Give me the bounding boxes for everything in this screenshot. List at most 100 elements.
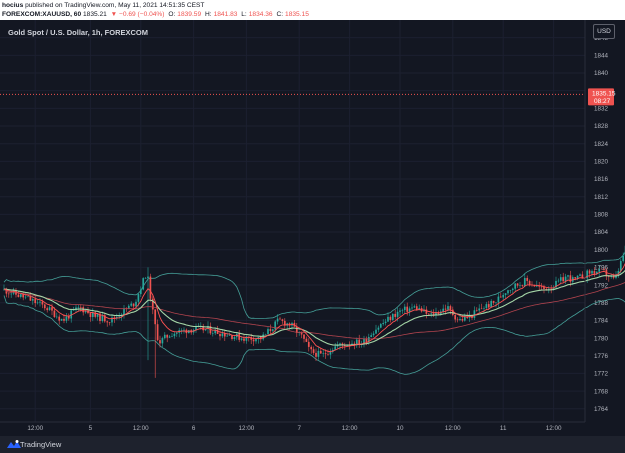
candle-body [111, 317, 113, 323]
candle-body [91, 312, 94, 318]
bollinger-lower [3, 295, 625, 375]
footer-brand[interactable]: TradingView [20, 440, 62, 449]
candle-body [202, 326, 205, 331]
candle-body [43, 304, 46, 309]
price-tick-label: 1804 [594, 229, 609, 236]
time-axis[interactable]: 12:00 5 12:00 6 12:00 7 12:00 10 12:00 11 12:00 [0, 421, 585, 432]
candle-body [63, 318, 65, 321]
candle-body [39, 301, 41, 303]
candle-body [106, 321, 109, 323]
candle-body [67, 316, 70, 319]
candle-body [579, 274, 581, 276]
candle-body [459, 319, 461, 321]
candle-body [46, 308, 49, 311]
candle-body [485, 304, 488, 309]
candle-body [65, 316, 68, 321]
candle-body [137, 294, 140, 302]
candle-body [163, 334, 166, 339]
candle-body [334, 346, 337, 350]
candle-body [519, 285, 521, 286]
candle-body [535, 285, 538, 287]
candle-body [475, 310, 478, 311]
price-tick-label: 1816 [594, 176, 609, 183]
candle-body [214, 329, 217, 334]
ema-fast-line [3, 263, 625, 352]
candle-body [418, 308, 421, 310]
candle-body [221, 333, 224, 337]
candle-body [281, 319, 284, 321]
price-tick-label: 1768 [594, 388, 609, 395]
candle-body [593, 270, 596, 274]
candle-body [219, 333, 221, 337]
candle-body [115, 316, 118, 319]
sma-line [3, 282, 625, 340]
candle-body [516, 283, 519, 286]
candle-body [252, 339, 255, 342]
candle-body [336, 345, 339, 347]
price-tick-label: 1812 [594, 194, 609, 201]
candle-body [305, 338, 308, 342]
candle-body [327, 354, 329, 355]
candle-body [245, 336, 248, 341]
time-tick-label: 12:00 [133, 425, 149, 432]
candle-body [430, 313, 433, 315]
candle-body [399, 310, 401, 312]
candle-body [216, 329, 219, 334]
candle-body [317, 350, 320, 357]
candle-body [144, 278, 147, 279]
published-text: published on TradingView.com, May 11, 20… [25, 2, 205, 9]
tradingview-logo-icon [7, 440, 21, 448]
candle-body [581, 274, 584, 279]
candle-body [41, 301, 44, 305]
candle-body [60, 318, 63, 321]
candle-body [605, 269, 608, 277]
price-tick-label: 1820 [594, 159, 609, 166]
candle-body [168, 336, 171, 338]
currency-badge[interactable]: USD [593, 24, 615, 39]
candle-body [243, 338, 245, 341]
candle-body [507, 290, 509, 294]
candle-body [161, 338, 164, 344]
candle-body [195, 326, 197, 330]
candle-body [147, 276, 149, 279]
candle-body [10, 293, 13, 295]
high-value: 1841.83 [213, 11, 238, 18]
candle-body [77, 307, 80, 308]
price-axis[interactable]: 1764 1768 1772 1776 1780 1784 1788 1792 1796 1800… [584, 20, 609, 422]
candle-body [231, 335, 233, 339]
candle-body [135, 301, 137, 307]
candle-body [113, 317, 116, 319]
candle-body [24, 296, 27, 298]
candle-body [87, 310, 89, 314]
candle-body [401, 309, 404, 311]
publisher-name[interactable]: hocius [2, 2, 24, 9]
candle-body [159, 340, 161, 344]
candle-body [339, 343, 341, 346]
candle-body [295, 326, 298, 333]
candle-body [99, 313, 101, 322]
candle-body [187, 330, 190, 334]
candle-body [502, 294, 505, 298]
candle-body [223, 333, 226, 337]
candle-body [567, 275, 569, 277]
candle-body [132, 303, 135, 307]
time-tick-label: 5 [89, 425, 93, 432]
candle-body [22, 294, 25, 298]
price-tick-label: 1824 [594, 141, 609, 148]
candle-body [495, 302, 497, 304]
candle-body [432, 313, 435, 316]
candle-body [322, 353, 325, 354]
candle-body [591, 270, 593, 274]
candle-body [408, 308, 411, 312]
candle-body [72, 309, 75, 311]
candle-body [55, 316, 58, 318]
candle-body [166, 334, 169, 338]
candle-body [379, 324, 382, 328]
candle-body [274, 321, 277, 330]
candle-body [396, 311, 399, 317]
candle-body [264, 334, 267, 335]
candle-body [526, 277, 529, 281]
candle-body [351, 343, 353, 345]
candle-body [509, 289, 512, 291]
